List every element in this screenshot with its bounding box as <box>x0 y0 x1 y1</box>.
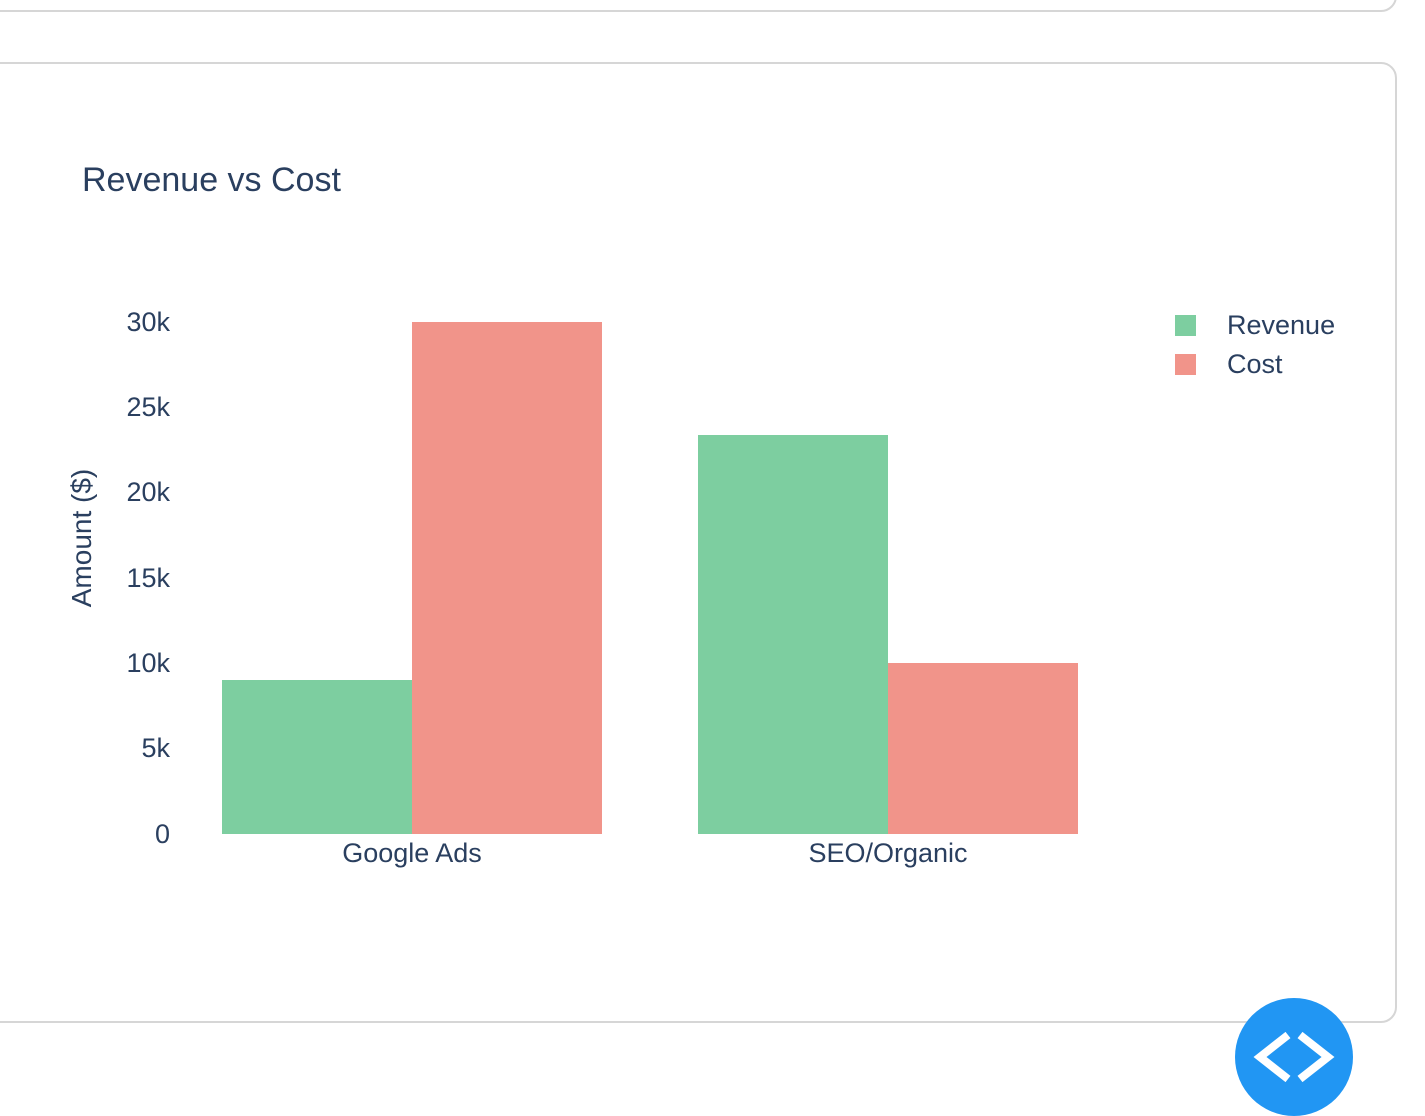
y-tick-label: 15k <box>126 563 170 593</box>
x-category-label: SEO/Organic <box>808 838 968 868</box>
bar-cost-1[interactable] <box>412 322 602 834</box>
legend-item-revenue[interactable]: Revenue <box>1175 312 1335 339</box>
y-tick-label: 25k <box>126 392 170 422</box>
code-icon <box>1253 1031 1335 1083</box>
y-tick-label: 30k <box>126 307 170 337</box>
legend-label: Revenue <box>1227 310 1336 340</box>
upper-card <box>0 0 1397 12</box>
legend-label: Cost <box>1227 349 1283 379</box>
bar-revenue-1[interactable] <box>222 680 412 834</box>
chart-legend: Revenue Cost <box>1175 312 1335 390</box>
legend-swatch-icon <box>1175 315 1196 336</box>
legend-swatch-icon <box>1175 354 1196 375</box>
code-fab-button[interactable] <box>1235 998 1353 1116</box>
chart-title: Revenue vs Cost <box>82 161 341 199</box>
y-tick-label: 0 <box>154 819 170 849</box>
bar-cost-2[interactable] <box>888 663 1078 834</box>
x-category-label: Google Ads <box>342 838 482 868</box>
y-tick-label: 20k <box>126 477 170 507</box>
bar-revenue-2[interactable] <box>698 435 888 834</box>
y-tick-label: 5k <box>141 733 170 763</box>
legend-item-cost[interactable]: Cost <box>1175 351 1335 378</box>
y-tick-label: 10k <box>126 648 170 678</box>
